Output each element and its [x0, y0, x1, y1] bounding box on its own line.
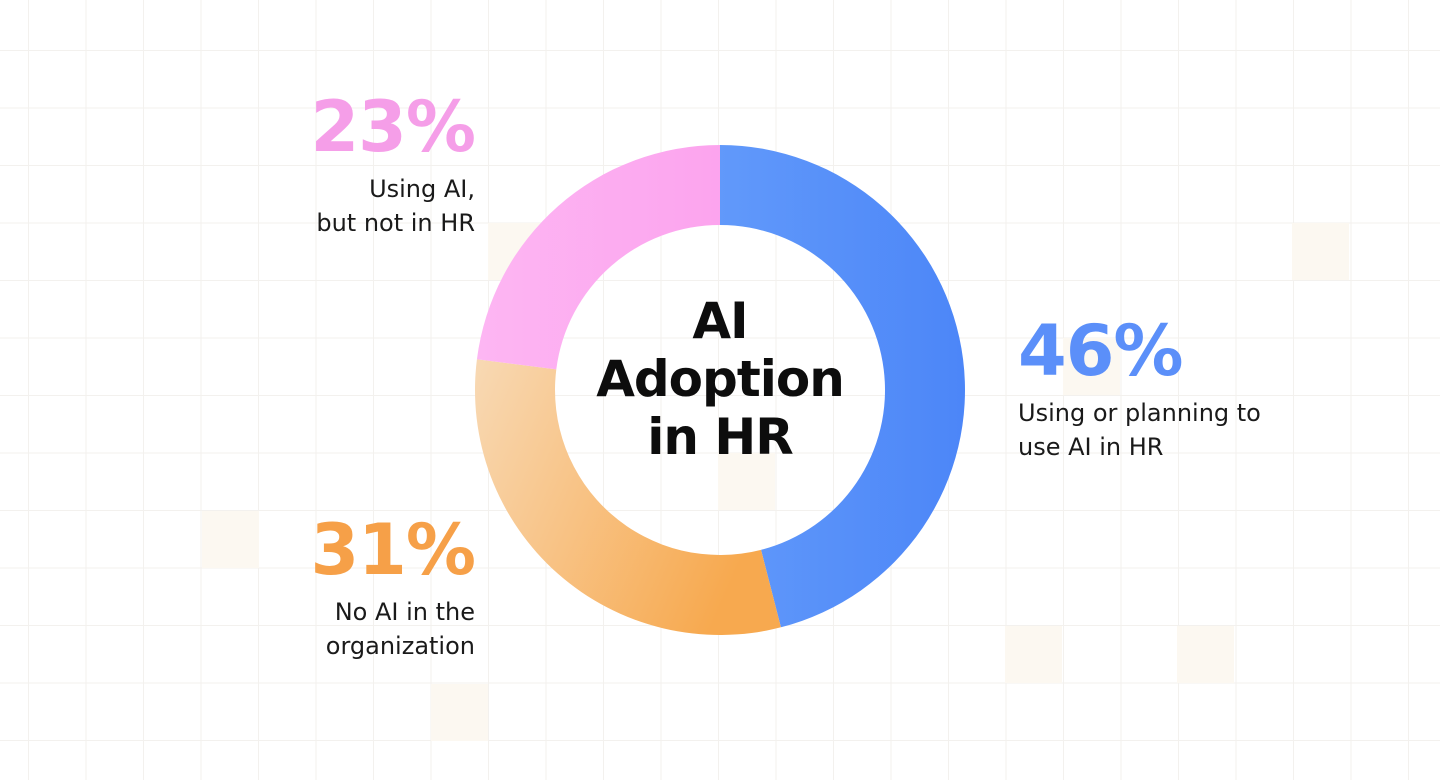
- slice-label-line: Using AI,: [369, 175, 475, 203]
- background-tile: [1177, 626, 1234, 683]
- slice-value-label: 23%: [310, 86, 476, 168]
- slice-callout-using-ai-in-hr: 46% Using or planning to use AI in HR: [1018, 316, 1318, 464]
- slice-label: No AI in the organization: [230, 595, 475, 663]
- slice-label-line: Using or planning to: [1018, 399, 1261, 427]
- chart-title-line: Adoption: [596, 350, 845, 408]
- background-tile: [1005, 626, 1062, 683]
- slice-label: Using or planning to use AI in HR: [1018, 396, 1318, 464]
- chart-title-line: AI: [692, 292, 748, 350]
- donut-slice: [720, 145, 965, 628]
- background-tile: [202, 511, 259, 568]
- slice-label-line: use AI in HR: [1018, 433, 1164, 461]
- slice-label-line: but not in HR: [316, 209, 475, 237]
- background-tile: [431, 684, 488, 741]
- background-tile: [1292, 223, 1349, 280]
- slice-value-label: 46%: [1018, 310, 1184, 392]
- chart-title: AI Adoption in HR: [560, 292, 880, 466]
- donut-slice: [474, 359, 781, 635]
- background-tile: [718, 453, 775, 510]
- donut-slice: [476, 144, 720, 370]
- slice-callout-no-ai: 31% No AI in the organization: [230, 509, 476, 663]
- chart-title-line: in HR: [647, 408, 794, 466]
- background-tile: [1063, 338, 1120, 395]
- slice-label: Using AI, but not in HR: [230, 172, 475, 240]
- slice-callout-using-ai-not-hr: 23% Using AI, but not in HR: [230, 86, 476, 240]
- slice-value-label: 31%: [310, 509, 476, 591]
- slice-label-line: organization: [325, 632, 475, 660]
- slice-label-line: No AI in the: [334, 598, 475, 626]
